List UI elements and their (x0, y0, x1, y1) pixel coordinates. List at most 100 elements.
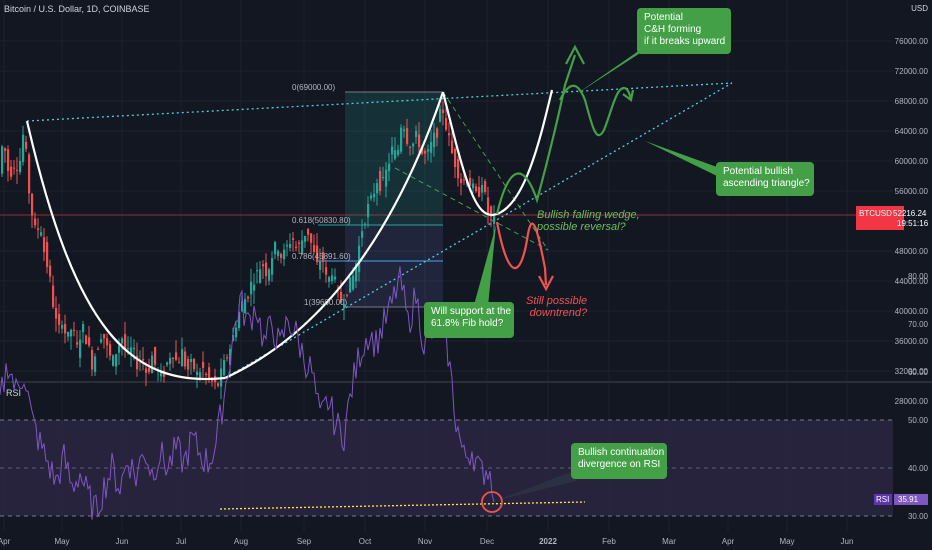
fib-label-618: 0.618(50830.80) (292, 216, 351, 225)
candle-body (373, 193, 376, 198)
candle-body (97, 348, 100, 350)
annotation-line: downtrend? (529, 307, 588, 319)
time-tick-label: Mar (662, 537, 676, 546)
fib-label-0: 0(69000.00) (292, 83, 336, 92)
candle-body (199, 372, 202, 380)
candle-body (340, 291, 343, 303)
candle-body (271, 258, 274, 275)
price-tick-label: 28000.00 (895, 397, 929, 406)
candle-body (49, 265, 52, 277)
candle-body (490, 206, 493, 217)
candle-body (448, 133, 451, 136)
candle-body (355, 263, 358, 282)
candle-body (85, 335, 88, 345)
wedge-lower-line (394, 167, 549, 251)
candle-body (352, 275, 355, 290)
price-tag-box (856, 206, 904, 230)
candle-body (409, 146, 412, 148)
candle-body (445, 117, 448, 130)
bull-arrow-lower-head (622, 89, 635, 102)
candle-body (61, 324, 64, 329)
candle-body (16, 169, 19, 171)
rsi-axis[interactable]: 80.00 70.00 60.00 50.00 40.00 30.00 (908, 272, 929, 521)
candle-body (457, 159, 460, 179)
rsi-tick-label: 40.00 (908, 464, 929, 473)
candle-body (433, 132, 436, 148)
candle-body (298, 242, 301, 244)
candle-body (145, 368, 148, 373)
current-price-line (0, 214, 893, 216)
candle-body (181, 349, 184, 367)
candle-body (481, 184, 484, 193)
annotation-line: Bullish falling wedge, (537, 209, 640, 221)
callout-line: Potential bullish (723, 166, 794, 177)
callout-line: if it breaks upward (644, 36, 726, 47)
time-tick-label: Nov (418, 537, 432, 546)
candle-body (70, 329, 73, 337)
candle-body (1, 146, 4, 174)
candle-body (58, 313, 61, 325)
rsi-tick-label: 30.00 (908, 512, 929, 521)
candle-body (91, 350, 94, 370)
candle-body (334, 276, 337, 280)
candle-body (241, 301, 244, 311)
callout-ch-pointer (575, 48, 648, 95)
candle-body (268, 269, 271, 281)
candle-body (238, 312, 241, 329)
candle-body (469, 177, 472, 186)
candle-body (397, 149, 400, 155)
price-tick-label: 36000.00 (895, 337, 929, 346)
cup-right-curve (224, 91, 445, 380)
candle-body (34, 218, 37, 226)
candle-body (454, 148, 457, 168)
annotation-line: Still possible (526, 295, 588, 307)
candle-body (172, 357, 175, 359)
symbol-tag: BTCUSD (859, 209, 892, 218)
candle-body (265, 262, 268, 277)
candle-body (184, 351, 187, 367)
candle-body (4, 148, 7, 151)
callout-line: ascending triangle? (723, 178, 810, 189)
candle-body (430, 141, 433, 153)
candle-body (25, 141, 28, 149)
candle-body (250, 281, 253, 295)
candle-body (10, 166, 13, 177)
candle-body (394, 150, 397, 159)
candle-body (124, 334, 127, 349)
price-tick-label: 60000.00 (895, 157, 929, 166)
bear-path (495, 221, 548, 286)
candle-body (130, 347, 133, 355)
candle-body (19, 161, 22, 173)
candle-body (310, 233, 313, 243)
price-tick-label: 64000.00 (895, 127, 929, 136)
callout-triangle-pointer (645, 141, 717, 176)
candle-body (328, 276, 331, 282)
time-axis[interactable]: Apr May Jun Jul Aug Sep Oct Nov Dec 2022 Feb Mar Apr… (0, 537, 853, 546)
candle-body (295, 246, 298, 249)
cup-curve (25, 120, 226, 381)
rsi-line[interactable] (0, 266, 495, 520)
countdown-tag: 19:51:16 (897, 219, 929, 228)
rsi-tick-label: 50.00 (908, 416, 929, 425)
rsi-tag-label: RSI (876, 495, 890, 504)
rsi-pane-label[interactable]: RSI (6, 388, 22, 398)
candle-body (253, 284, 256, 291)
candle-body (307, 228, 310, 235)
price-tick-label: 72000.00 (895, 67, 929, 76)
price-axis[interactable]: 76000.00 72000.00 68000.00 64000.00 60000.00… (895, 37, 929, 406)
time-tick-label: Jul (176, 537, 186, 546)
candle-body (217, 383, 220, 386)
candle-body (286, 244, 289, 247)
candle-body (196, 371, 199, 376)
price-tick-label: 68000.00 (895, 97, 929, 106)
candle-body (478, 187, 481, 197)
candle-body (259, 269, 262, 283)
candle-body (7, 149, 10, 171)
currency-label[interactable]: USD (911, 4, 928, 13)
candle-body (118, 345, 121, 353)
time-tick-label: Dec (480, 537, 494, 546)
candle-body (46, 242, 49, 267)
candle-body (484, 181, 487, 193)
candle-body (112, 355, 115, 366)
